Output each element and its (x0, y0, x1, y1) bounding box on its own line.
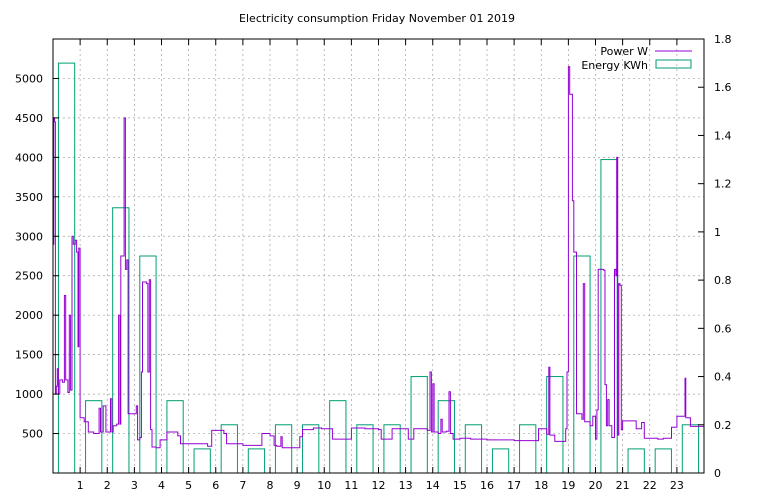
y-left-tick-label: 2000 (15, 309, 43, 322)
x-tick-label: 14 (426, 479, 440, 492)
energy-bar (194, 449, 210, 473)
energy-bar (411, 377, 427, 473)
energy-bar (492, 449, 508, 473)
y-right-tick-label: 1.2 (714, 178, 732, 191)
x-tick-label: 13 (399, 479, 413, 492)
y-left-tick-label: 4500 (15, 112, 43, 125)
energy-bar (303, 425, 319, 473)
chart-title: Electricity consumption Friday November … (239, 12, 515, 25)
x-tick-label: 15 (453, 479, 467, 492)
x-tick-label: 4 (158, 479, 165, 492)
legend-label-power: Power W (600, 45, 648, 58)
axis-layer: 1 2 3 4 5 6 7 8 9 10 11 12 13 14 15 16 17 18 19 20 21 22 23500… (15, 33, 732, 492)
energy-bar (465, 425, 481, 473)
y-right-tick-label: 0.6 (714, 322, 732, 335)
energy-bar (438, 401, 454, 473)
y-left-tick-label: 3000 (15, 230, 43, 243)
y-left-tick-label: 1000 (15, 388, 43, 401)
x-tick-label: 11 (344, 479, 358, 492)
x-tick-label: 10 (317, 479, 331, 492)
y-left-tick-label: 4000 (15, 151, 43, 164)
legend-swatch-energy (656, 60, 691, 68)
x-tick-label: 17 (507, 479, 521, 492)
y-left-tick-label: 3500 (15, 191, 43, 204)
y-right-tick-label: 0.2 (714, 419, 732, 432)
x-tick-label: 16 (480, 479, 494, 492)
energy-bar (248, 449, 264, 473)
energy-bar (275, 425, 291, 473)
y-right-tick-label: 0 (714, 467, 721, 480)
y-right-tick-label: 1.8 (714, 33, 732, 46)
y-right-tick-label: 0.4 (714, 371, 732, 384)
y-right-tick-label: 0.8 (714, 274, 732, 287)
energy-bar (357, 425, 373, 473)
x-tick-label: 21 (616, 479, 630, 492)
x-tick-label: 22 (643, 479, 657, 492)
x-tick-label: 3 (131, 479, 138, 492)
legend-label-energy: Energy KWh (581, 59, 648, 72)
chart-root: Electricity consumption Friday November … (0, 0, 768, 500)
x-tick-label: 6 (212, 479, 219, 492)
y-left-tick-label: 2500 (15, 270, 43, 283)
energy-bar (682, 425, 698, 473)
x-tick-label: 7 (239, 479, 246, 492)
x-tick-label: 12 (372, 479, 386, 492)
x-tick-label: 19 (561, 479, 575, 492)
energy-bar (520, 425, 536, 473)
y-left-tick-label: 1500 (15, 349, 43, 362)
energy-bar (628, 449, 644, 473)
x-tick-label: 2 (104, 479, 111, 492)
energy-bar (655, 449, 671, 473)
y-left-tick-label: 500 (22, 428, 43, 441)
legend: Power W Energy KWh (581, 45, 692, 72)
y-left-tick-label: 5000 (15, 72, 43, 85)
y-right-tick-label: 1 (714, 226, 721, 239)
y-right-tick-label: 1.6 (714, 81, 732, 94)
x-tick-label: 20 (589, 479, 603, 492)
x-tick-label: 1 (77, 479, 84, 492)
x-tick-label: 8 (267, 479, 274, 492)
x-tick-label: 9 (294, 479, 301, 492)
x-tick-label: 5 (185, 479, 192, 492)
x-tick-label: 23 (670, 479, 684, 492)
y-right-tick-label: 1.4 (714, 129, 732, 142)
x-tick-label: 18 (534, 479, 548, 492)
chart-svg: Electricity consumption Friday November … (0, 0, 768, 500)
